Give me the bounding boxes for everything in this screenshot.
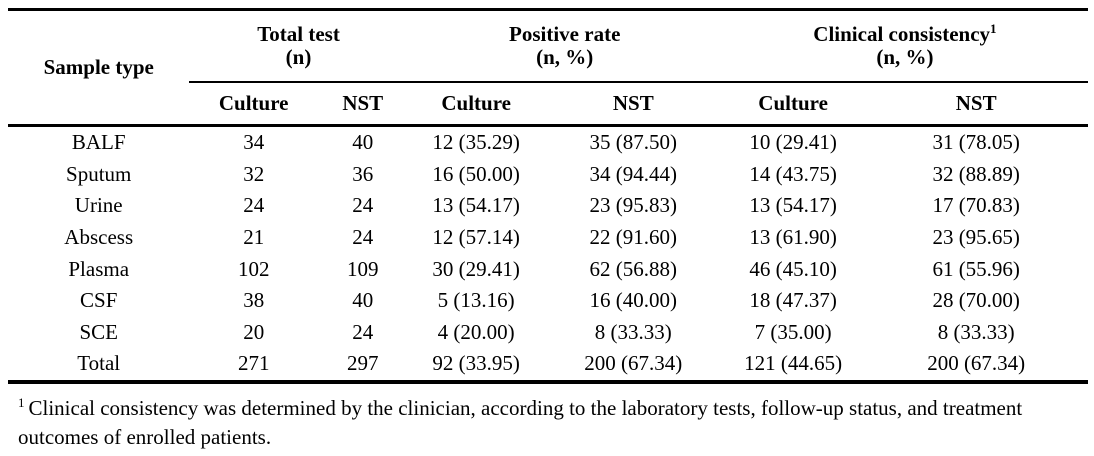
cell-consistency-culture: 7 (35.00)	[754, 319, 832, 344]
cell-positive-nst: 62 (56.88)	[589, 256, 678, 281]
cell-total-culture: 102	[237, 256, 270, 281]
cell-consistency-culture: 13 (54.17)	[749, 193, 837, 218]
cell-positive-nst: 22 (91.60)	[589, 225, 678, 250]
table-row: Urine 24 24 13 (54.17) 23 (95.83) 13 (54…	[8, 190, 1088, 222]
cell-consistency-culture: 46 (45.10)	[749, 256, 837, 281]
cell-positive-nst: 34 (94.44)	[589, 161, 678, 186]
cell-total-culture: 34	[243, 130, 265, 155]
group-header-clinical-consistency-unit: (n, %)	[876, 45, 934, 69]
group-header-positive-rate-unit: (n, %)	[536, 45, 594, 69]
cell-consistency-nst: 32 (88.89)	[932, 161, 1020, 186]
cell-total-culture: 21	[243, 225, 265, 250]
group-header-total-test-label: Total test	[257, 22, 340, 46]
sub-header-positive-nst: NST	[544, 82, 722, 127]
cell-total-nst: 40	[352, 288, 374, 313]
col-header-sample-type: Sample type	[8, 9, 190, 127]
cell-positive-culture: 16 (50.00)	[432, 161, 520, 186]
cell-positive-culture: 5 (13.16)	[437, 288, 515, 313]
cell-sample-type: Plasma	[68, 256, 130, 281]
group-header-total-test: Total test (n)	[189, 9, 408, 83]
cell-sample-type: Total	[77, 351, 121, 376]
cell-positive-nst: 8 (33.33)	[594, 319, 672, 344]
cell-consistency-culture: 14 (43.75)	[749, 161, 837, 186]
table-row: SCE 20 24 4 (20.00) 8 (33.33) 7 (35.00) …	[8, 317, 1088, 349]
table-body: BALF 34 40 12 (35.29) 35 (87.50) 10 (29.…	[8, 126, 1088, 382]
cell-consistency-culture: 18 (47.37)	[749, 288, 837, 313]
cell-positive-nst: 23 (95.83)	[589, 193, 678, 218]
cell-consistency-nst: 61 (55.96)	[932, 256, 1020, 281]
cell-sample-type: Abscess	[64, 225, 134, 250]
cell-sample-type: CSF	[80, 288, 118, 313]
cell-total-nst: 24	[352, 319, 374, 344]
table-row: Abscess 21 24 12 (57.14) 22 (91.60) 13 (…	[8, 222, 1088, 254]
cell-consistency-nst: 17 (70.83)	[932, 193, 1020, 218]
group-header-positive-rate: Positive rate (n, %)	[407, 9, 722, 83]
group-header-total-test-unit: (n)	[285, 45, 312, 69]
cell-total-nst: 24	[352, 193, 374, 218]
table-footnote: 1 Clinical consistency was determined by …	[18, 394, 1076, 452]
cell-total-culture: 38	[243, 288, 265, 313]
sub-header-positive-culture: Culture	[407, 82, 545, 127]
table-row: BALF 34 40 12 (35.29) 35 (87.50) 10 (29.…	[8, 126, 1088, 159]
cell-total-culture: 32	[243, 161, 265, 186]
cell-sample-type: Urine	[74, 193, 123, 218]
footnote-marker: 1	[18, 394, 25, 410]
cell-consistency-nst: 23 (95.65)	[932, 225, 1020, 250]
sub-header-consistency-nst: NST	[864, 82, 1088, 127]
group-header-row: Sample type Total test (n) Positive rate…	[8, 9, 1088, 127]
cell-positive-culture: 30 (29.41)	[432, 256, 520, 281]
cell-consistency-culture: 121 (44.65)	[744, 351, 843, 376]
cell-total-nst: 109	[347, 256, 379, 281]
sub-header-row: Culture NST Culture NST Culture NST	[8, 82, 1088, 127]
cell-total-nst: 24	[352, 225, 374, 250]
cell-positive-culture: 12 (57.14)	[432, 225, 520, 250]
sub-header-consistency-culture: Culture	[721, 82, 865, 127]
table-row: Sputum 32 36 16 (50.00) 34 (94.44) 14 (4…	[8, 159, 1088, 191]
table-row: Plasma 102 109 30 (29.41) 62 (56.88) 46 …	[8, 253, 1088, 285]
table-header: Sample type Total test (n) Positive rate…	[8, 9, 1088, 127]
cell-total-culture: 271	[237, 351, 270, 376]
cell-positive-culture: 92 (33.95)	[432, 351, 520, 376]
table-row: CSF 38 40 5 (13.16) 16 (40.00) 18 (47.37…	[8, 285, 1088, 317]
cell-consistency-nst: 31 (78.05)	[932, 130, 1020, 155]
cell-positive-nst: 35 (87.50)	[589, 130, 678, 155]
cell-total-culture: 20	[243, 319, 265, 344]
cell-sample-type: Sputum	[66, 161, 132, 186]
table-row: Total 271 297 92 (33.95) 200 (67.34) 121…	[8, 348, 1088, 382]
cell-consistency-nst: 28 (70.00)	[932, 288, 1020, 313]
cell-total-nst: 297	[347, 351, 379, 376]
cell-consistency-culture: 13 (61.90)	[749, 225, 837, 250]
cell-positive-culture: 4 (20.00)	[437, 319, 515, 344]
cell-consistency-culture: 10 (29.41)	[749, 130, 837, 155]
footnote-marker-ref: 1	[990, 21, 997, 36]
group-header-clinical-consistency-label: Clinical consistency	[813, 22, 991, 46]
cell-sample-type: SCE	[79, 319, 118, 344]
sub-header-total-nst: NST	[317, 82, 408, 127]
cell-positive-nst: 200 (67.34)	[584, 351, 683, 376]
cell-positive-culture: 12 (35.29)	[432, 130, 520, 155]
cell-consistency-nst: 200 (67.34)	[927, 351, 1026, 376]
group-header-clinical-consistency: Clinical consistency1 (n, %)	[721, 9, 1088, 83]
cell-total-nst: 36	[352, 161, 374, 186]
cell-positive-nst: 16 (40.00)	[589, 288, 678, 313]
cell-positive-culture: 13 (54.17)	[432, 193, 520, 218]
cell-total-nst: 40	[352, 130, 374, 155]
group-header-positive-rate-label: Positive rate	[509, 22, 621, 46]
cell-consistency-nst: 8 (33.33)	[937, 319, 1015, 344]
results-table: Sample type Total test (n) Positive rate…	[8, 8, 1088, 384]
sub-header-total-culture: Culture	[189, 82, 318, 127]
cell-total-culture: 24	[243, 193, 265, 218]
footnote-text: Clinical consistency was determined by t…	[18, 395, 1023, 449]
cell-sample-type: BALF	[71, 130, 126, 155]
